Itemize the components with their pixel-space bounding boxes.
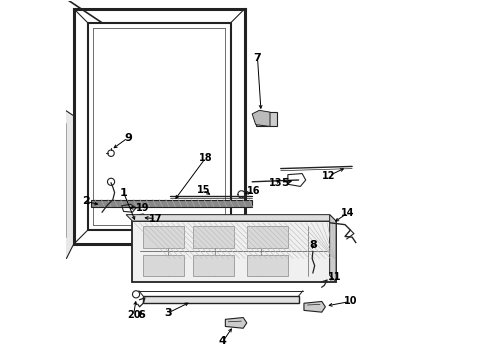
- Text: 1: 1: [120, 188, 127, 198]
- Polygon shape: [193, 255, 234, 276]
- Polygon shape: [330, 215, 336, 282]
- Polygon shape: [143, 255, 184, 276]
- Polygon shape: [247, 226, 288, 248]
- Text: 12: 12: [322, 171, 336, 181]
- Polygon shape: [252, 111, 270, 126]
- Text: 6: 6: [137, 310, 145, 320]
- Text: 16: 16: [247, 186, 261, 197]
- Text: 15: 15: [196, 185, 210, 195]
- Text: 20: 20: [127, 310, 140, 320]
- Polygon shape: [126, 215, 336, 221]
- Text: 2: 2: [82, 197, 90, 206]
- Polygon shape: [256, 112, 277, 126]
- Polygon shape: [304, 301, 325, 312]
- Text: 5: 5: [281, 178, 289, 188]
- Polygon shape: [193, 226, 234, 248]
- Text: 8: 8: [309, 240, 317, 250]
- Text: 10: 10: [343, 296, 357, 306]
- Polygon shape: [92, 200, 252, 207]
- Text: 4: 4: [219, 337, 227, 346]
- Text: 13: 13: [269, 178, 282, 188]
- Polygon shape: [143, 296, 298, 302]
- Text: 17: 17: [149, 213, 163, 224]
- Polygon shape: [247, 255, 288, 276]
- Text: 3: 3: [164, 308, 172, 318]
- Text: 18: 18: [199, 153, 213, 163]
- Polygon shape: [143, 226, 184, 248]
- Text: 11: 11: [328, 272, 342, 282]
- Polygon shape: [225, 318, 247, 328]
- Text: 7: 7: [254, 53, 261, 63]
- Polygon shape: [52, 109, 74, 258]
- Text: 14: 14: [341, 208, 355, 218]
- Polygon shape: [132, 221, 336, 282]
- Text: 9: 9: [124, 133, 132, 143]
- Text: 19: 19: [136, 203, 149, 213]
